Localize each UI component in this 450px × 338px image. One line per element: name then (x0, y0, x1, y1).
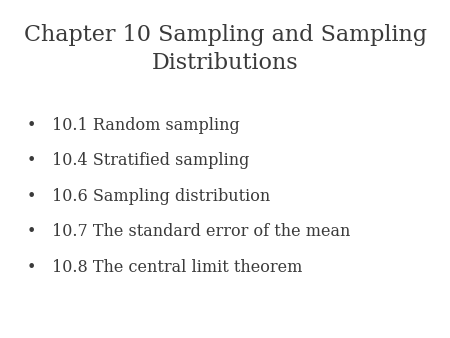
Text: •: • (27, 223, 36, 240)
Text: •: • (27, 152, 36, 169)
Text: 10.6 Sampling distribution: 10.6 Sampling distribution (52, 188, 270, 204)
Text: 10.4 Stratified sampling: 10.4 Stratified sampling (52, 152, 249, 169)
Text: 10.1 Random sampling: 10.1 Random sampling (52, 117, 239, 134)
Text: •: • (27, 117, 36, 134)
Text: •: • (27, 259, 36, 275)
Text: 10.7 The standard error of the mean: 10.7 The standard error of the mean (52, 223, 350, 240)
Text: 10.8 The central limit theorem: 10.8 The central limit theorem (52, 259, 302, 275)
Text: •: • (27, 188, 36, 204)
Text: Chapter 10 Sampling and Sampling
Distributions: Chapter 10 Sampling and Sampling Distrib… (23, 24, 427, 74)
